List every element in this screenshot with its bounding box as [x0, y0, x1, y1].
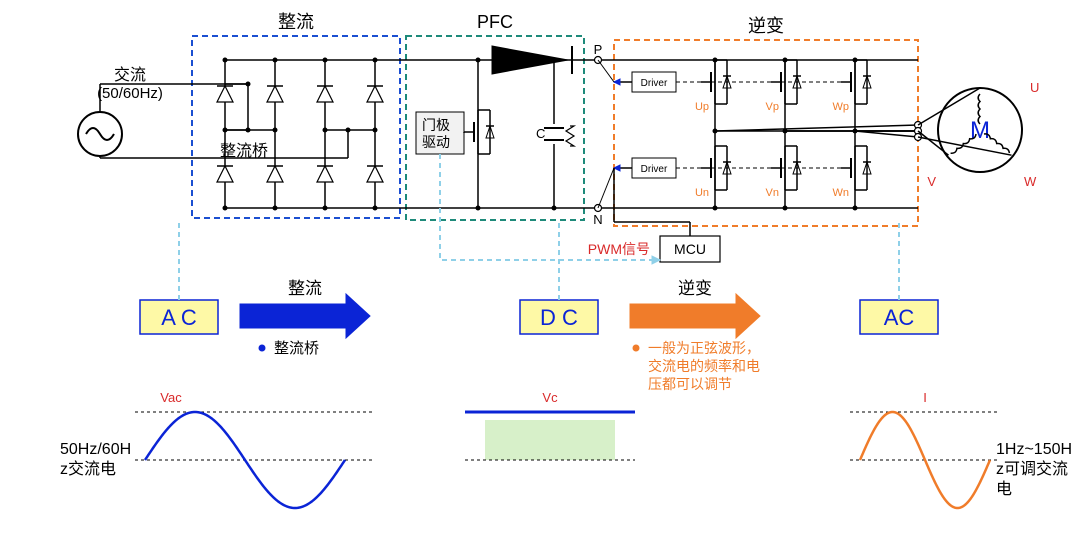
svg-text:V: V	[927, 174, 936, 189]
svg-text:z可调交流: z可调交流	[996, 460, 1068, 478]
svg-text:1Hz~150H: 1Hz~150H	[996, 441, 1072, 458]
svg-text:整流桥: 整流桥	[220, 142, 268, 160]
svg-text:交流电的频率和电: 交流电的频率和电	[648, 358, 760, 374]
svg-text:门极: 门极	[422, 117, 450, 133]
svg-text:逆变: 逆变	[678, 279, 712, 298]
svg-text:W: W	[1024, 174, 1037, 189]
svg-text:I: I	[923, 390, 927, 405]
svg-text:整流桥: 整流桥	[274, 340, 319, 357]
svg-text:MCU: MCU	[674, 241, 706, 257]
svg-text:Up: Up	[695, 101, 709, 113]
svg-text:D C: D C	[540, 305, 578, 330]
svg-text:50Hz/60H: 50Hz/60H	[60, 441, 131, 458]
svg-text:A C: A C	[161, 305, 197, 330]
svg-text:Un: Un	[695, 187, 709, 199]
svg-text:驱动: 驱动	[422, 134, 450, 150]
svg-text:PFC: PFC	[477, 12, 513, 32]
svg-text:Vn: Vn	[766, 187, 779, 199]
svg-text:M: M	[970, 117, 990, 144]
svg-text:P: P	[594, 42, 603, 57]
svg-text:Driver: Driver	[641, 78, 668, 89]
svg-text:压都可以调节: 压都可以调节	[648, 376, 732, 392]
svg-text:逆变: 逆变	[748, 16, 784, 36]
svg-text:Vc: Vc	[542, 390, 558, 405]
svg-text:PWM信号: PWM信号	[588, 241, 650, 257]
svg-text:Wp: Wp	[833, 101, 850, 113]
svg-text:整流: 整流	[288, 279, 322, 298]
svg-text:AC: AC	[884, 305, 915, 330]
svg-text:交流: 交流	[114, 66, 146, 84]
svg-text:电: 电	[996, 480, 1012, 498]
svg-text:Wn: Wn	[833, 187, 850, 199]
svg-text:C: C	[536, 126, 545, 141]
svg-text:Vac: Vac	[160, 390, 182, 405]
svg-text:Driver: Driver	[641, 164, 668, 175]
svg-text:z交流电: z交流电	[60, 460, 116, 478]
svg-text:(50/60Hz): (50/60Hz)	[97, 85, 163, 102]
svg-text:U: U	[1030, 80, 1039, 95]
circuit-diagram: 整流PFC逆变交流(50/60Hz)整流桥门极驱动CPNDriverDriver…	[0, 0, 1080, 541]
svg-text:Vp: Vp	[766, 101, 779, 113]
svg-text:一般为正弦波形，: 一般为正弦波形，	[648, 340, 760, 356]
svg-text:整流: 整流	[278, 12, 314, 32]
svg-text:N: N	[593, 212, 602, 227]
